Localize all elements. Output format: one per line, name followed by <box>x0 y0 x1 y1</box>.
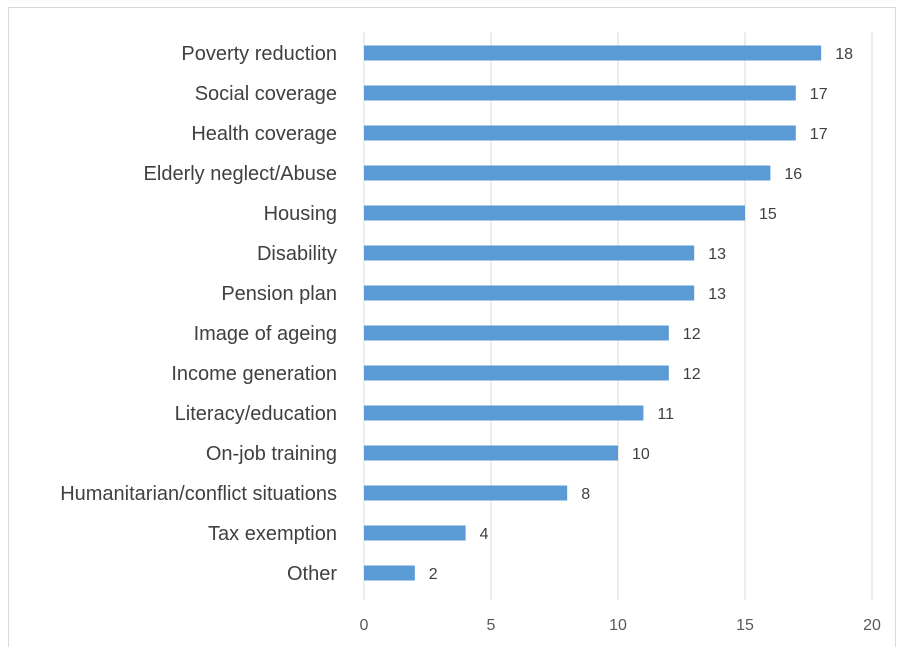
value-label: 2 <box>429 566 438 583</box>
category-label: Income generation <box>171 363 337 385</box>
bar-0 <box>364 45 822 61</box>
value-label: 18 <box>835 46 853 63</box>
value-label: 11 <box>657 406 674 423</box>
category-label: Social coverage <box>195 83 337 105</box>
bar-11 <box>364 485 568 501</box>
bar-6 <box>364 285 695 301</box>
value-label: 13 <box>708 246 726 263</box>
value-label: 16 <box>784 166 802 183</box>
bar-1 <box>364 85 796 101</box>
category-label: Tax exemption <box>208 523 337 545</box>
category-labels: Poverty reduction Social coverage Health c… <box>60 43 337 585</box>
category-label: Image of ageing <box>194 323 337 345</box>
bar-3 <box>364 165 771 181</box>
category-label: Poverty reduction <box>181 43 337 65</box>
category-label: Other <box>287 563 337 585</box>
chart-frame <box>8 7 896 647</box>
x-tick-label: 20 <box>863 617 881 634</box>
value-label: 17 <box>810 126 828 143</box>
value-label: 4 <box>480 526 489 543</box>
bars <box>364 45 822 581</box>
bar-12 <box>364 525 466 541</box>
category-label: On-job training <box>206 443 337 465</box>
category-label: Housing <box>264 203 337 225</box>
bar-4 <box>364 205 745 221</box>
x-tick-label: 10 <box>609 617 627 634</box>
value-label: 13 <box>708 286 726 303</box>
value-label: 8 <box>581 486 590 503</box>
value-label: 15 <box>759 206 777 223</box>
bar-8 <box>364 365 669 381</box>
bar-9 <box>364 405 644 421</box>
value-label: 17 <box>810 86 828 103</box>
x-tick-label: 0 <box>360 617 369 634</box>
category-label: Pension plan <box>221 283 337 305</box>
bar-5 <box>364 245 695 261</box>
category-label: Elderly neglect/Abuse <box>144 163 337 185</box>
value-label: 12 <box>683 366 701 383</box>
x-tick-label: 5 <box>487 617 496 634</box>
category-label: Literacy/education <box>175 403 337 425</box>
value-label: 12 <box>683 326 701 343</box>
x-tick-label: 15 <box>736 617 754 634</box>
category-label: Humanitarian/conflict situations <box>60 483 337 505</box>
x-axis-tick-labels: 0 5 10 15 20 <box>360 617 881 634</box>
value-labels: 18 17 17 16 15 13 13 12 12 11 10 8 4 2 <box>429 46 853 583</box>
bar-10 <box>364 445 618 461</box>
value-label: 10 <box>632 446 650 463</box>
gridlines <box>363 32 873 600</box>
category-label: Disability <box>257 243 337 265</box>
bar-7 <box>364 325 669 341</box>
bar-2 <box>364 125 796 141</box>
bar-13 <box>364 565 415 581</box>
category-label: Health coverage <box>191 123 337 145</box>
